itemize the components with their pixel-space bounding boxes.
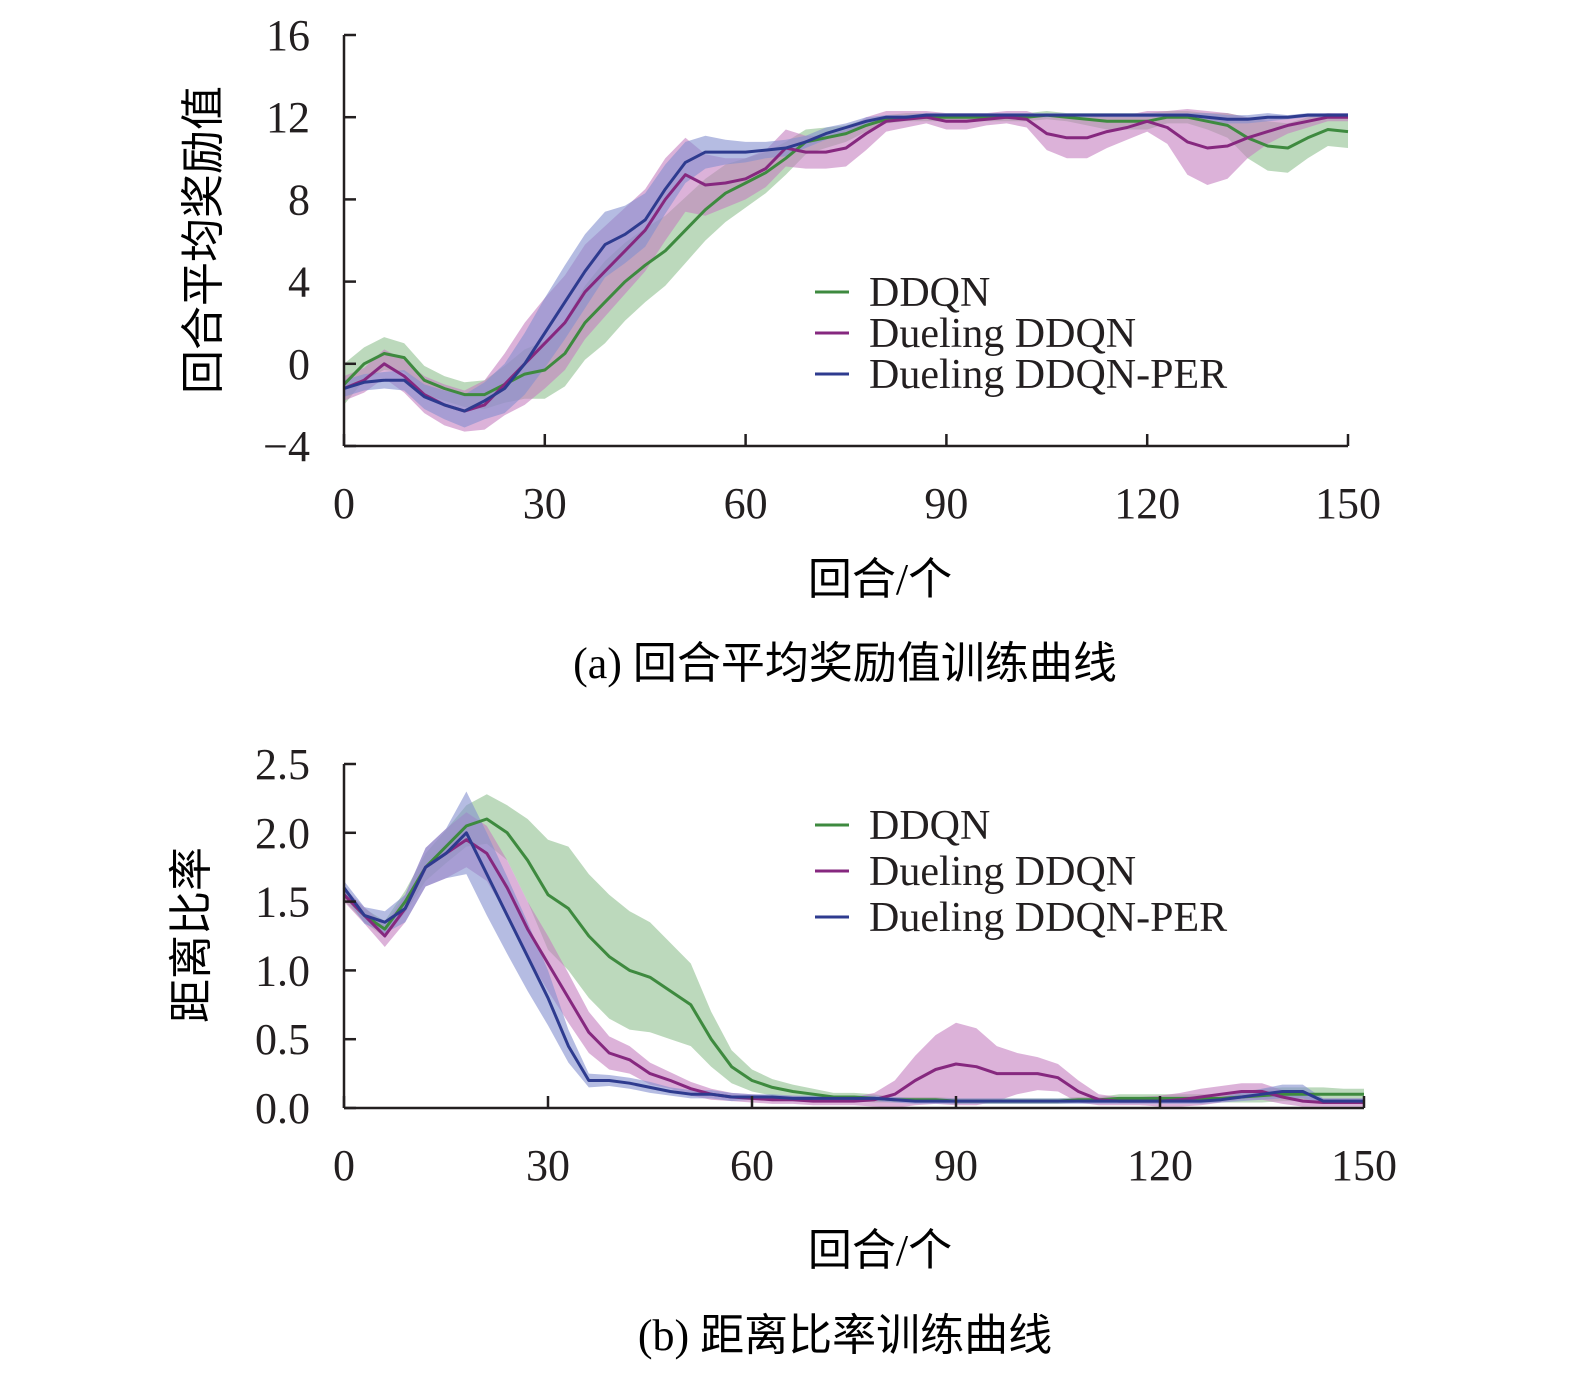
chart-a-axes: −4 0 4 8 12 16 0 30 60 90 120 150 bbox=[263, 11, 1381, 528]
chart-a-lines bbox=[342, 113, 1349, 413]
chart-a-ytick-label: −4 bbox=[263, 422, 310, 471]
chart-b-caption: (b) 距离比率训练曲线 bbox=[638, 1311, 1052, 1360]
chart-b-legend-label-dueling-ddqn-per: Dueling DDQN-PER bbox=[869, 895, 1227, 941]
chart-b-ytick-label: 0.0 bbox=[255, 1084, 310, 1133]
chart-b-xtick-label: 60 bbox=[730, 1141, 774, 1190]
chart-a-ytick-label: 12 bbox=[266, 93, 310, 142]
chart-b-xtick-label: 30 bbox=[526, 1141, 570, 1190]
chart-a-xtick-label: 150 bbox=[1315, 479, 1381, 528]
chart-a-xtick-label: 120 bbox=[1114, 479, 1180, 528]
chart-b-axes: 0.0 0.5 1.0 1.5 2.0 2.5 0 30 60 90 120 150 bbox=[255, 740, 1397, 1190]
chart-b-ylabel: 距离比率 bbox=[167, 847, 216, 1023]
chart-a-ytick-label: 4 bbox=[288, 258, 310, 307]
chart-a-xtick-label: 0 bbox=[333, 479, 355, 528]
chart-b-ytick-label: 1.0 bbox=[255, 946, 310, 995]
chart-a-ytick-label: 0 bbox=[288, 340, 310, 389]
chart-a-band-ddqn bbox=[344, 111, 1348, 409]
chart-b-band-ddqn bbox=[344, 794, 1364, 1104]
chart-b-line-dueling-ddqn bbox=[342, 838, 1364, 1104]
chart-b: 0.00.51.01.52.02.50 30 60 90 120 150 DDQNDuel… bbox=[167, 740, 1397, 1360]
chart-b-ytick-label: 2.5 bbox=[255, 740, 310, 789]
chart-b-xlabel: 回合/个 bbox=[808, 1226, 952, 1275]
chart-b-xtick-label: 90 bbox=[934, 1141, 978, 1190]
chart-a-legend-label-ddqn: DDQN bbox=[869, 270, 990, 316]
chart-a-caption: (a) 回合平均奖励值训练曲线 bbox=[573, 639, 1117, 688]
chart-b-xtick-label: 150 bbox=[1331, 1141, 1397, 1190]
chart-b-legend-label-dueling-ddqn: Dueling DDQN bbox=[869, 849, 1136, 895]
chart-b-lines bbox=[342, 817, 1364, 1104]
chart-b-ytick-label: 1.5 bbox=[255, 878, 310, 927]
chart-b-xtick-label: 0 bbox=[333, 1141, 355, 1190]
chart-a-ytick-label: 16 bbox=[266, 11, 310, 60]
chart-b-line-dueling-ddqn-per bbox=[342, 831, 1364, 1103]
chart-a-band-dueling-ddqn-per bbox=[344, 113, 1348, 428]
chart-a-line-dueling-ddqn bbox=[343, 115, 1348, 413]
chart-a-xtick-label: 90 bbox=[924, 479, 968, 528]
chart-b-bands bbox=[344, 791, 1364, 1108]
chart-a-xtick-label: 60 bbox=[724, 479, 768, 528]
chart-a-ylabel: 回合平均奖励值 bbox=[179, 86, 228, 394]
chart-a-bands bbox=[344, 109, 1348, 432]
chart-a-legend-label-dueling-ddqn: Dueling DDQN bbox=[869, 311, 1136, 357]
chart-b-ytick-label: 2.0 bbox=[255, 809, 310, 858]
chart-a-ytick-label: 8 bbox=[288, 175, 310, 224]
chart-a-line-dueling-ddqn-per bbox=[343, 113, 1348, 413]
chart-b-xtick-label: 120 bbox=[1127, 1141, 1193, 1190]
chart-a-xlabel: 回合/个 bbox=[808, 555, 952, 604]
chart-b-legend-label-ddqn: DDQN bbox=[869, 803, 990, 849]
chart-a-xtick-label: 30 bbox=[523, 479, 567, 528]
chart-a-legend-label-dueling-ddqn-per: Dueling DDQN-PER bbox=[869, 352, 1227, 398]
chart-b-ytick-label: 0.5 bbox=[255, 1015, 310, 1064]
chart-b-band-dueling-ddqn bbox=[344, 812, 1364, 1108]
